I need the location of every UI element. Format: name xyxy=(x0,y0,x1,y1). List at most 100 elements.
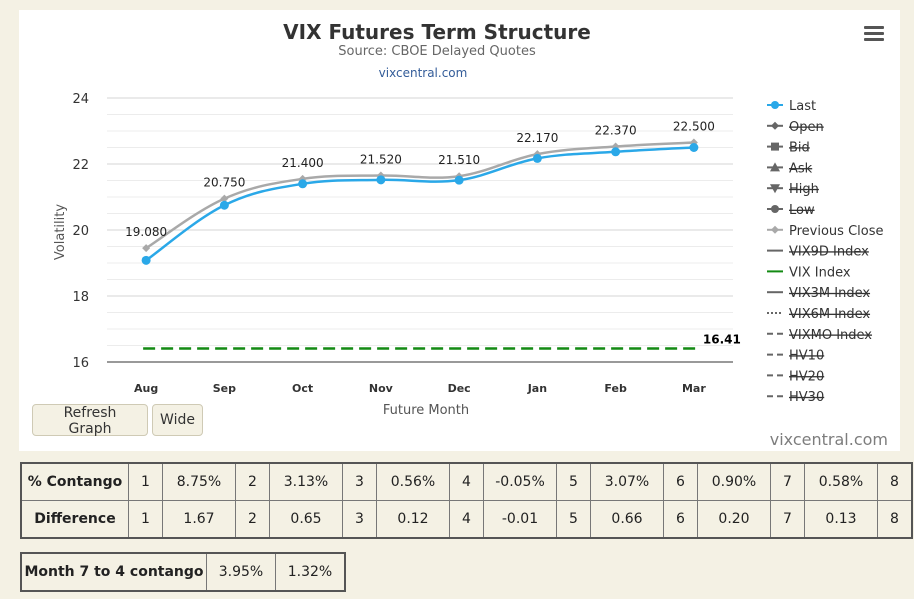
month-7-to-4-value: 1.32% xyxy=(275,552,346,592)
legend-item-label[interactable]: VIX6M Index xyxy=(789,307,870,322)
data-label: 22.370 xyxy=(595,124,637,138)
previous-close-line xyxy=(145,141,694,250)
legend-item-label[interactable]: VIX3M Index xyxy=(789,286,870,301)
month-index-cell: 7 xyxy=(770,500,805,539)
menu-icon[interactable] xyxy=(864,26,884,42)
legend-marker xyxy=(771,121,779,130)
legend-item-label[interactable]: HV30 xyxy=(789,390,824,405)
legend-item-label[interactable]: Open xyxy=(789,120,824,135)
row-label: % Contango xyxy=(20,462,129,501)
value-cell: 8.75% xyxy=(162,462,236,501)
value-cell: 0.58% xyxy=(804,462,878,501)
month-index-cell: 6 xyxy=(663,462,698,501)
value-cell: 0.65 xyxy=(269,500,343,539)
last-point xyxy=(532,153,542,163)
month-7-to-4-label: Month 7 to 4 contango xyxy=(20,552,207,592)
last-point xyxy=(219,200,229,210)
legend-marker xyxy=(770,184,780,194)
legend-item-label[interactable]: VIXMO Index xyxy=(789,328,872,343)
y-tick-label: 22 xyxy=(72,158,89,173)
legend-item-label[interactable]: HV10 xyxy=(789,349,824,364)
legend-item-label[interactable]: Low xyxy=(789,203,815,218)
x-tick-label: Jan xyxy=(527,382,547,395)
month-index-cell: 8 xyxy=(877,500,913,539)
y-axis-title: Volatility xyxy=(53,204,68,260)
value-cell: 0.56% xyxy=(376,462,450,501)
data-label: 21.510 xyxy=(438,153,480,167)
last-point xyxy=(376,175,386,185)
value-cell: 0.66 xyxy=(590,500,664,539)
contango-row: % Contango 1 8.75% 2 3.13% 3 0.56% 4 -0.05% 5 3.07… xyxy=(20,462,913,501)
legend-item-label[interactable]: VIX9D Index xyxy=(789,245,869,260)
data-label: 19.080 xyxy=(125,225,167,239)
previous-close-point xyxy=(220,194,229,203)
month-index-cell: 5 xyxy=(556,500,591,539)
month-7-to-4-row: Month 7 to 4 contango 3.95% 1.32% xyxy=(20,552,346,592)
data-label: 21.520 xyxy=(360,153,402,167)
month-7-to-4-table: Month 7 to 4 contango 3.95% 1.32% xyxy=(20,552,346,592)
chart-panel: VIX Futures Term Structure Source: CBOE D… xyxy=(19,10,900,451)
last-point xyxy=(141,255,151,265)
vix-index-label: 16.41 xyxy=(703,332,741,346)
month-index-cell: 1 xyxy=(128,500,163,539)
x-axis-title: Future Month xyxy=(383,403,469,418)
month-7-to-4-value: 3.95% xyxy=(206,552,276,592)
legend-item-label[interactable]: HV20 xyxy=(789,369,824,384)
x-tick-label: Oct xyxy=(292,382,313,395)
data-label: 20.750 xyxy=(203,176,245,190)
chart-subtitle: Source: CBOE Delayed Quotes xyxy=(338,44,536,59)
x-tick-label: Sep xyxy=(213,382,236,395)
month-index-cell: 3 xyxy=(342,500,377,539)
x-tick-label: Nov xyxy=(369,382,394,395)
legend-item-label[interactable]: VIX Index xyxy=(789,265,851,280)
month-index-cell: 1 xyxy=(128,462,163,501)
legend-item-label[interactable]: Ask xyxy=(789,161,813,176)
value-cell: 0.90% xyxy=(697,462,771,501)
previous-close-point xyxy=(142,244,151,253)
chart-title: VIX Futures Term Structure xyxy=(283,20,591,44)
value-cell: 3.13% xyxy=(269,462,343,501)
legend-item-label[interactable]: Bid xyxy=(789,141,810,156)
x-tick-label: Mar xyxy=(682,382,706,395)
y-tick-label: 18 xyxy=(72,290,89,305)
month-index-cell: 2 xyxy=(235,500,270,539)
y-tick-label: 20 xyxy=(72,224,89,239)
x-tick-label: Dec xyxy=(448,382,471,395)
data-label: 21.400 xyxy=(282,156,324,170)
value-cell: 3.07% xyxy=(590,462,664,501)
last-point xyxy=(689,143,699,152)
last-point xyxy=(454,175,464,185)
value-cell: 1.67 xyxy=(162,500,236,539)
legend-marker xyxy=(771,205,779,213)
refresh-graph-button[interactable]: Refresh Graph xyxy=(32,404,148,437)
contango-table: % Contango 1 8.75% 2 3.13% 3 0.56% 4 -0.05% 5 3.07… xyxy=(20,462,913,539)
row-label: Difference xyxy=(20,500,129,539)
legend-marker xyxy=(771,225,779,234)
legend-item-label[interactable]: Last xyxy=(789,99,816,114)
value-cell: 0.13 xyxy=(804,500,878,539)
month-index-cell: 2 xyxy=(235,462,270,501)
legend-marker xyxy=(771,142,779,151)
legend-marker xyxy=(771,101,779,109)
month-index-cell: 4 xyxy=(449,500,484,539)
month-index-cell: 5 xyxy=(556,462,591,501)
month-index-cell: 7 xyxy=(770,462,805,501)
value-cell: -0.05% xyxy=(483,462,557,501)
value-cell: 0.20 xyxy=(697,500,771,539)
data-label: 22.170 xyxy=(516,131,558,145)
data-label: 22.500 xyxy=(673,120,715,134)
month-index-cell: 3 xyxy=(342,462,377,501)
month-index-cell: 8 xyxy=(877,462,913,501)
chart-link: vixcentral.com xyxy=(379,66,468,80)
month-index-cell: 6 xyxy=(663,500,698,539)
legend-item-label[interactable]: High xyxy=(789,182,819,197)
month-index-cell: 4 xyxy=(449,462,484,501)
wide-button[interactable]: Wide xyxy=(152,404,203,436)
legend-marker xyxy=(770,162,780,172)
value-cell: 0.12 xyxy=(376,500,450,539)
legend-item-label[interactable]: Previous Close xyxy=(789,224,884,239)
y-tick-label: 24 xyxy=(72,92,89,107)
last-point xyxy=(611,147,621,157)
difference-row: Difference 1 1.67 2 0.65 3 0.12 4 -0.01 5 0.66 6 0.2… xyxy=(20,500,913,539)
